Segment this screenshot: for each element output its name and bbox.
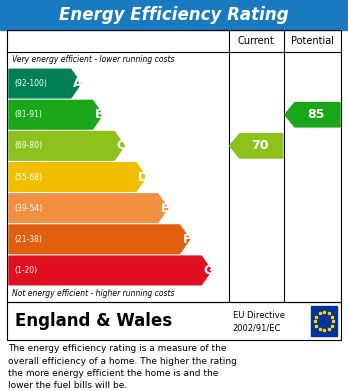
Text: (55-68): (55-68)	[14, 172, 42, 181]
Text: F: F	[182, 233, 191, 246]
Text: (92-100): (92-100)	[14, 79, 47, 88]
Text: 70: 70	[252, 139, 269, 152]
Bar	[0, 0, 348, 30]
Bar	[7, 302, 341, 340]
Text: C: C	[117, 139, 126, 152]
Text: (69-80): (69-80)	[14, 142, 42, 151]
Text: B: B	[95, 108, 104, 121]
Polygon shape	[9, 131, 124, 160]
Text: Energy Efficiency Rating: Energy Efficiency Rating	[59, 6, 289, 24]
Text: England & Wales: England & Wales	[15, 312, 172, 330]
Polygon shape	[9, 225, 190, 254]
Text: Current: Current	[238, 36, 275, 46]
Text: A: A	[73, 77, 82, 90]
Text: 2002/91/EC: 2002/91/EC	[233, 323, 281, 332]
Bar	[311, 306, 337, 336]
Text: (81-91): (81-91)	[14, 110, 42, 119]
Text: EU Directive: EU Directive	[233, 312, 285, 321]
Text: The energy efficiency rating is a measure of the
overall efficiency of a home. T: The energy efficiency rating is a measur…	[8, 344, 237, 391]
Text: (39-54): (39-54)	[14, 204, 42, 213]
Text: Very energy efficient - lower running costs: Very energy efficient - lower running co…	[12, 56, 174, 65]
Text: Not energy efficient - higher running costs: Not energy efficient - higher running co…	[12, 289, 174, 298]
Polygon shape	[9, 194, 168, 222]
Text: 85: 85	[308, 108, 325, 121]
Text: (1-20): (1-20)	[14, 266, 37, 275]
Polygon shape	[230, 134, 283, 158]
Text: E: E	[161, 202, 169, 215]
Text: G: G	[203, 264, 214, 277]
Polygon shape	[285, 102, 340, 127]
Text: (21-38): (21-38)	[14, 235, 42, 244]
Polygon shape	[9, 69, 81, 98]
Polygon shape	[9, 163, 146, 191]
Polygon shape	[9, 100, 103, 129]
Text: D: D	[138, 170, 148, 183]
Polygon shape	[9, 256, 212, 285]
Bar	[7, 30, 341, 302]
Text: Potential: Potential	[291, 36, 334, 46]
